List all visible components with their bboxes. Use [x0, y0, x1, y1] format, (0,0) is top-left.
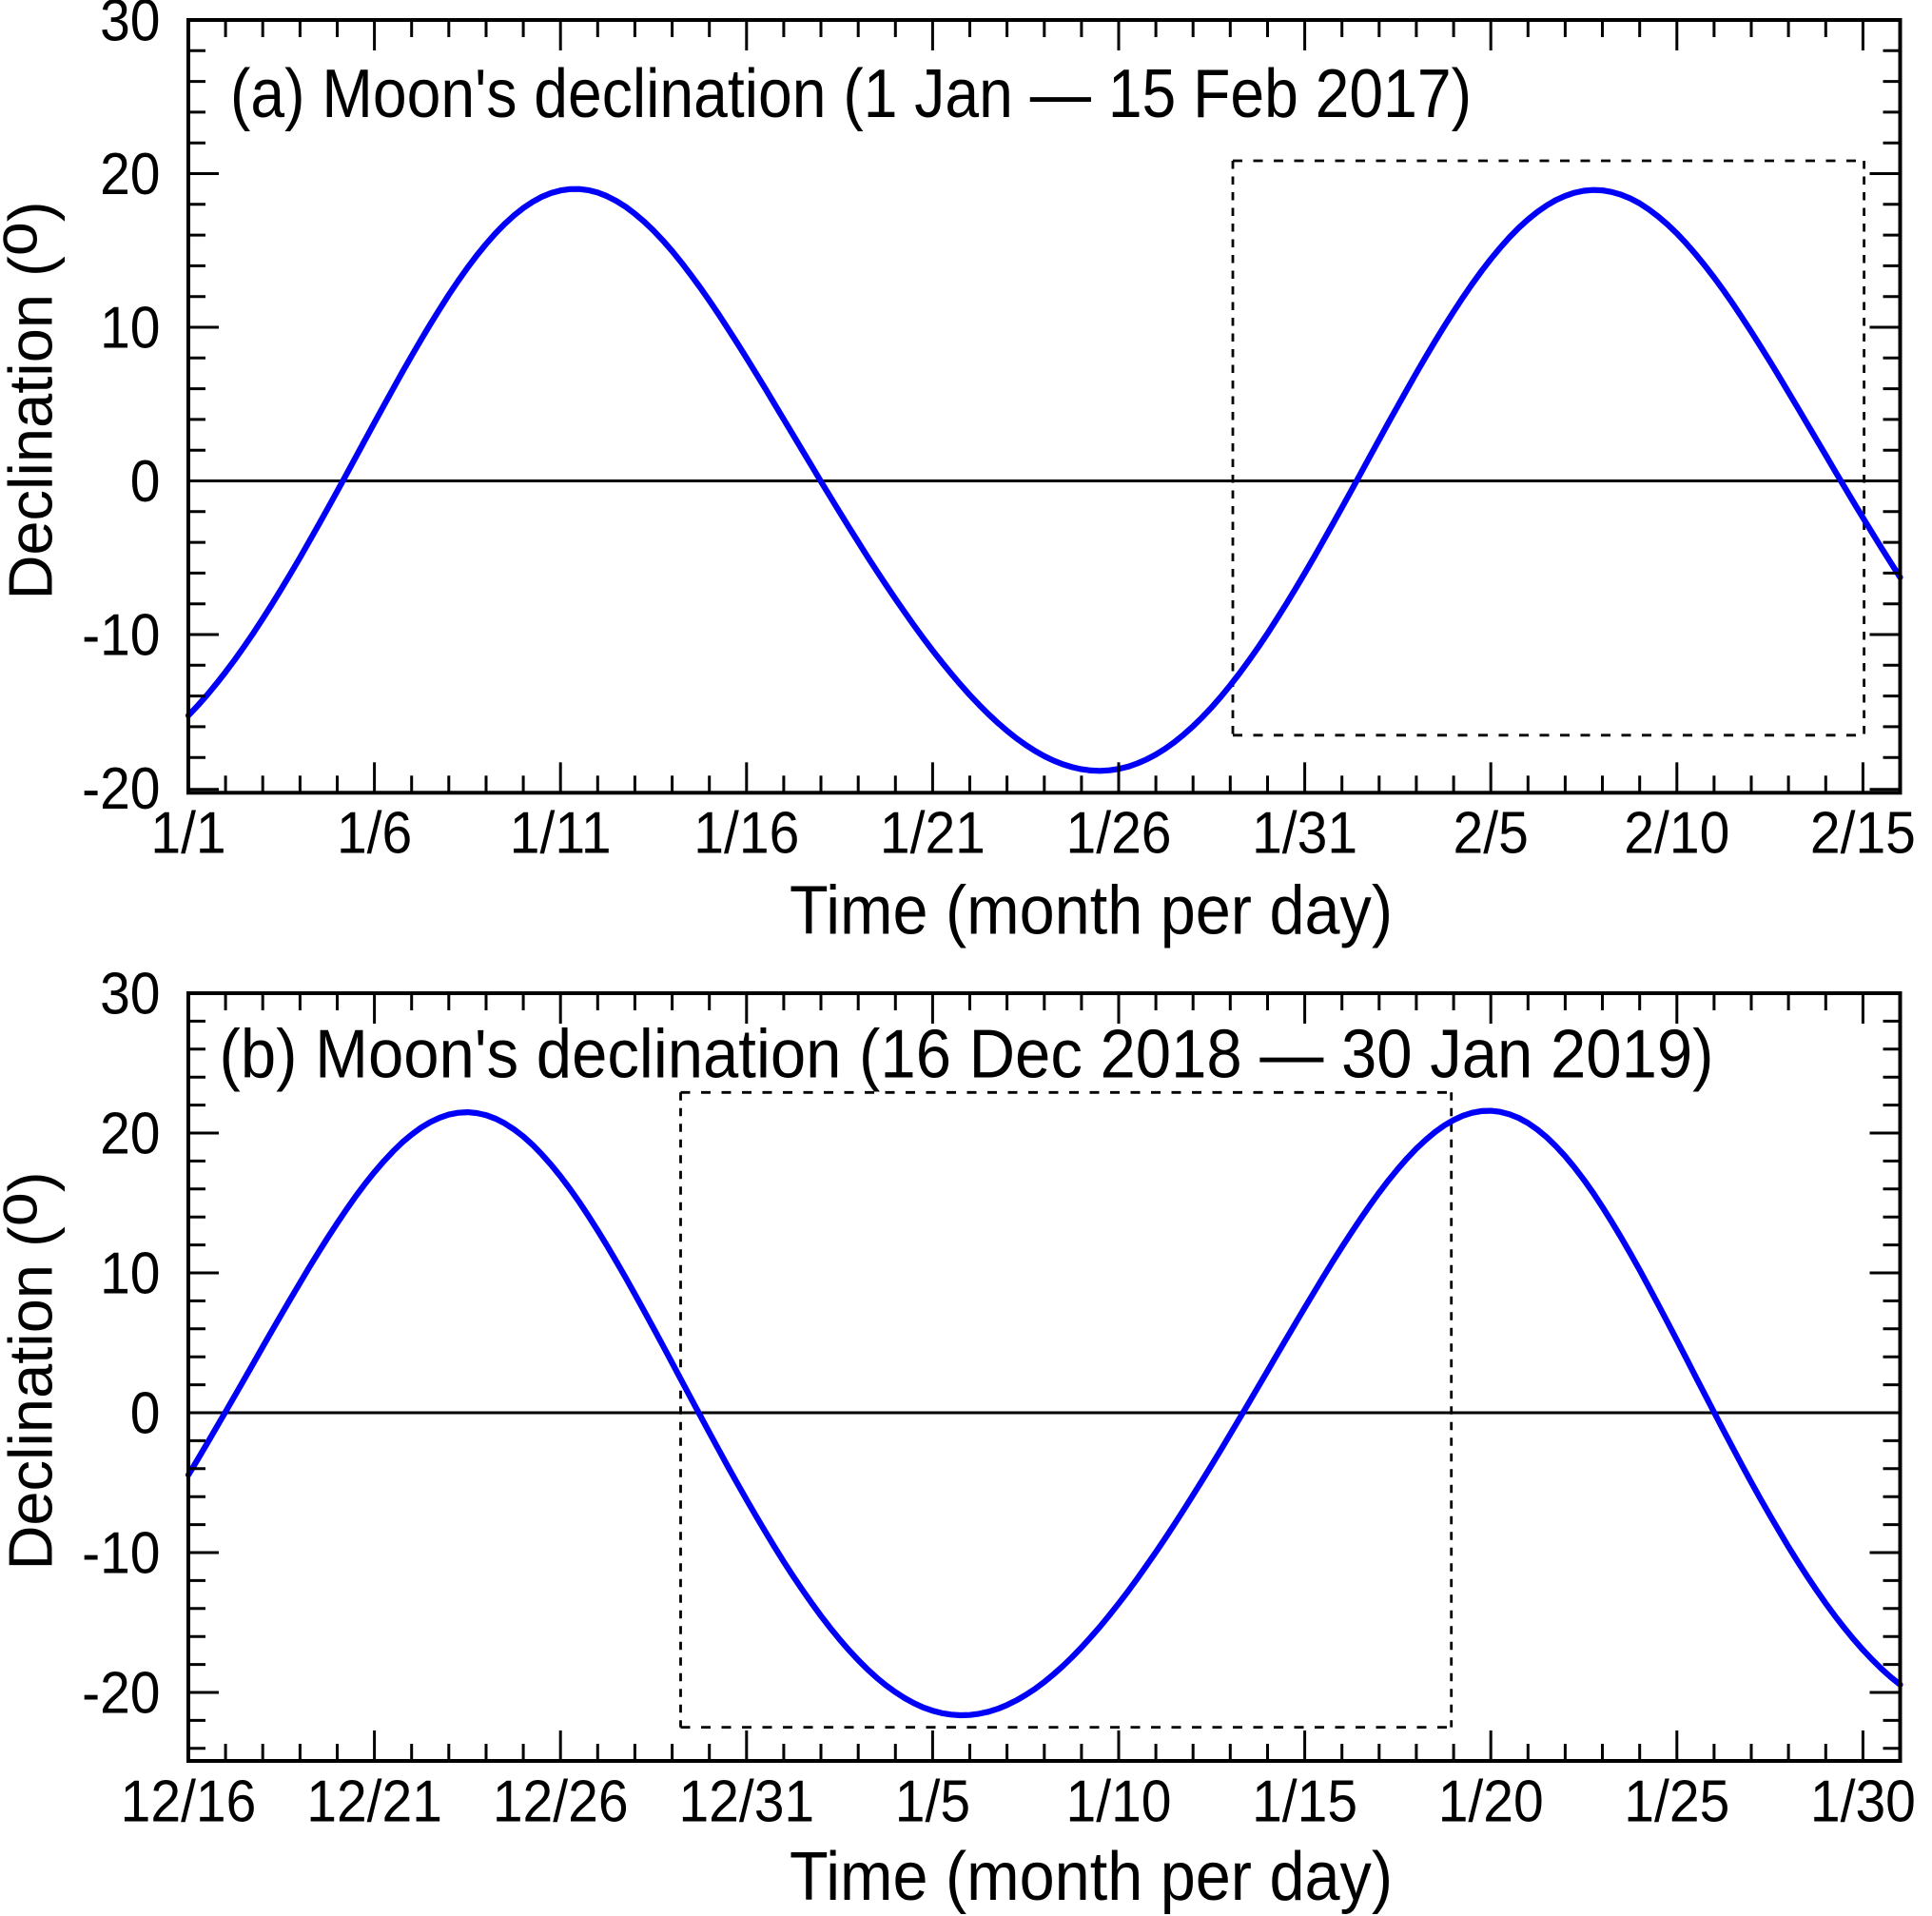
svg-text:12/21: 12/21	[306, 1769, 442, 1834]
svg-text:30: 30	[100, 0, 160, 53]
svg-text:12/16: 12/16	[121, 1769, 257, 1834]
svg-text:30: 30	[100, 961, 160, 1026]
svg-text:1/6: 1/6	[337, 800, 412, 866]
svg-text:1/26: 1/26	[1066, 800, 1172, 866]
svg-text:1/30: 1/30	[1810, 1769, 1916, 1834]
svg-text:1/5: 1/5	[895, 1769, 970, 1834]
svg-text:-20: -20	[82, 1660, 160, 1726]
svg-text:1/10: 1/10	[1066, 1769, 1172, 1834]
svg-text:12/26: 12/26	[493, 1769, 629, 1834]
svg-text:20: 20	[100, 142, 160, 207]
svg-text:-20: -20	[82, 756, 160, 822]
svg-text:10: 10	[100, 295, 160, 361]
svg-text:1/15: 1/15	[1252, 1769, 1357, 1834]
svg-text:-10: -10	[82, 1520, 160, 1586]
svg-text:1/31: 1/31	[1252, 800, 1357, 866]
svg-text:1/25: 1/25	[1624, 1769, 1729, 1834]
svg-text:2/10: 2/10	[1624, 800, 1729, 866]
svg-text:1/20: 1/20	[1438, 1769, 1544, 1834]
svg-text:Time (month per day): Time (month per day)	[790, 1839, 1393, 1915]
svg-text:1/11: 1/11	[510, 800, 612, 866]
svg-text:10: 10	[100, 1241, 160, 1306]
svg-text:12/31: 12/31	[678, 1769, 814, 1834]
svg-text:0: 0	[130, 449, 161, 515]
svg-text:2/15: 2/15	[1810, 800, 1916, 866]
svg-text:1/16: 1/16	[693, 800, 799, 866]
svg-text:(b) Moon's declination (16 Dec: (b) Moon's declination (16 Dec 2018 — 30…	[220, 1017, 1714, 1093]
svg-text:0: 0	[130, 1380, 161, 1446]
svg-text:Time (month per day): Time (month per day)	[790, 873, 1393, 949]
svg-text:1/1: 1/1	[150, 800, 225, 866]
svg-text:20: 20	[100, 1101, 160, 1166]
svg-text:Declination (o): Declination (o)	[0, 1171, 66, 1570]
svg-text:(a) Moon's declination (1 Jan: (a) Moon's declination (1 Jan — 15 Feb 2…	[230, 56, 1472, 132]
svg-text:2/5: 2/5	[1454, 800, 1529, 866]
svg-text:Declination (o): Declination (o)	[0, 201, 66, 599]
svg-text:-10: -10	[82, 602, 160, 668]
svg-text:1/21: 1/21	[880, 800, 986, 866]
